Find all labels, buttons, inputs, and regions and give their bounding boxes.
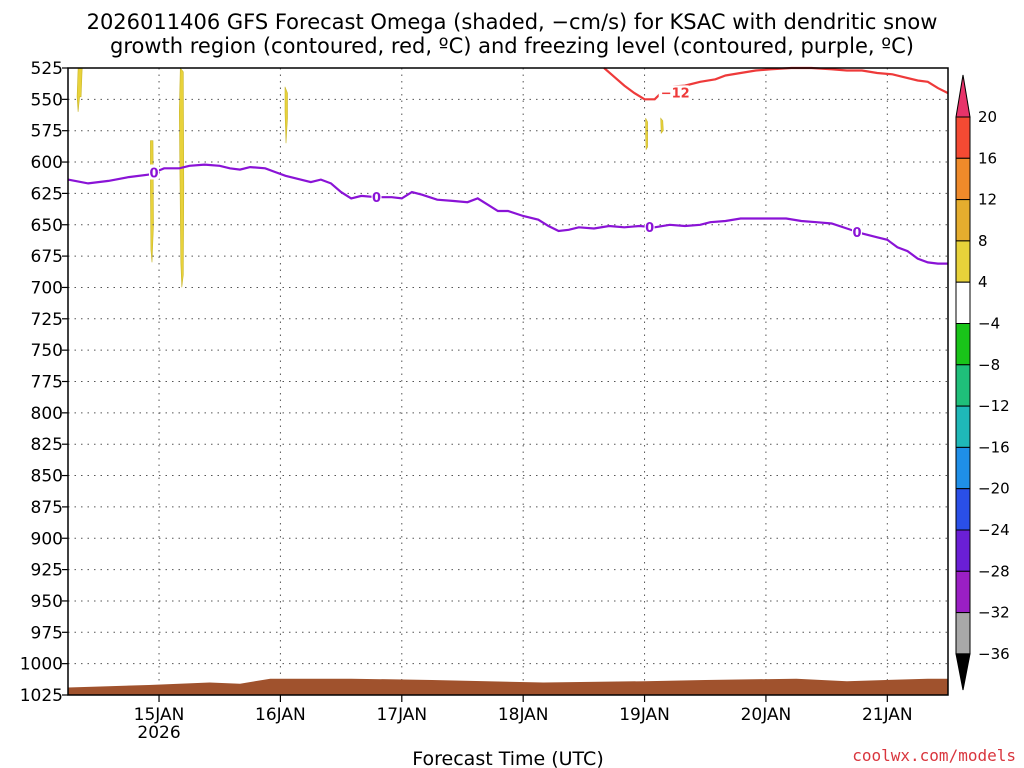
- x-tick-label: 19JAN: [619, 705, 670, 725]
- y-axis: 525 550 575 600 625 650 675 700 725 750 775 800 825 8…: [20, 59, 68, 706]
- chart-title-line-1: 2026011406 GFS Forecast Omega (shaded, −…: [87, 10, 938, 34]
- freezing-level-label: 0: [149, 167, 158, 182]
- y-tick-label: 575: [31, 122, 63, 142]
- colorbar-tick-label: −8: [978, 356, 1000, 374]
- colorbar-box: [955, 446, 971, 490]
- x-tick-sublabel: 2026: [137, 723, 180, 743]
- colorbar-box: [955, 405, 971, 448]
- y-tick-label: 925: [31, 561, 63, 581]
- x-axis-title: Forecast Time (UTC): [412, 748, 603, 768]
- y-tick-label: 975: [31, 623, 63, 643]
- colorbar-tick-label: −36: [978, 645, 1010, 663]
- x-tick-label: 16JAN: [255, 705, 306, 725]
- colorbar-box: [955, 157, 971, 201]
- y-tick-label: 1025: [20, 686, 63, 706]
- colorbar: 20 16 12 8 4 −4 −8 −12 −16 −20 −24 −28 −32 −36: [955, 74, 1010, 691]
- y-tick-label: 900: [31, 529, 63, 549]
- dgz-contour-label: −12: [661, 86, 690, 101]
- omega-shading-layer: [76, 67, 664, 288]
- colorbar-top-arrow: [955, 74, 971, 118]
- x-tick-label: 21JAN: [862, 705, 913, 725]
- colorbar-tick-label: −32: [978, 604, 1010, 622]
- colorbar-box: [955, 612, 971, 655]
- colorbar-tick-label: −20: [978, 480, 1010, 498]
- colorbar-box: [955, 240, 971, 283]
- x-tick-label: 17JAN: [376, 705, 427, 725]
- colorbar-box: [955, 199, 971, 242]
- contour-label-bg: [851, 223, 862, 239]
- colorbar-tick-label: −12: [978, 397, 1010, 415]
- colorbar-bottom-arrow: [955, 653, 971, 691]
- credit-text: coolwx.com/models: [852, 746, 1016, 765]
- colorbar-tick-label: −4: [978, 315, 1000, 333]
- x-tick-label: 18JAN: [498, 705, 549, 725]
- omega-patch: [178, 67, 185, 288]
- freezing-level-label: 0: [372, 191, 381, 206]
- omega-patch: [660, 117, 664, 134]
- plot-area: 0 0 0 0 −12: [67, 66, 949, 696]
- y-tick-label: 700: [31, 278, 63, 298]
- contour-label-bg: [644, 218, 655, 234]
- y-tick-label: 650: [31, 216, 63, 236]
- y-tick-label: 1000: [20, 655, 63, 675]
- colorbar-tick-label: 4: [978, 273, 988, 291]
- colorbar-tick-label: −28: [978, 562, 1010, 580]
- colorbar-box: [955, 529, 971, 572]
- y-tick-label: 725: [31, 310, 63, 330]
- plot-background: [68, 68, 948, 695]
- y-tick-label: 850: [31, 467, 63, 487]
- colorbar-tick-label: 12: [978, 191, 997, 209]
- dendritic-growth-contour: [603, 66, 949, 101]
- y-tick-label: 950: [31, 592, 63, 612]
- y-tick-label: 750: [31, 341, 63, 361]
- colorbar-box: [955, 488, 971, 531]
- y-tick-label: 775: [31, 373, 63, 393]
- y-tick-label: 625: [31, 184, 63, 204]
- y-tick-label: 550: [31, 90, 63, 110]
- colorbar-tick-label: −16: [978, 438, 1010, 456]
- y-tick-label: 875: [31, 498, 63, 518]
- contour-label-bg: [658, 85, 689, 101]
- colorbar-tick-label: −24: [978, 521, 1010, 539]
- terrain-fill: [68, 678, 948, 695]
- omega-patch: [284, 86, 288, 144]
- y-tick-label: 600: [31, 153, 63, 173]
- freezing-level-label: 0: [852, 226, 861, 241]
- y-tick-label: 800: [31, 404, 63, 424]
- y-tick-label: 675: [31, 247, 63, 267]
- colorbar-box: [955, 323, 971, 366]
- y-tick-label: 525: [31, 59, 63, 79]
- y-tick-label: 825: [31, 435, 63, 455]
- x-tick-label: 20JAN: [741, 705, 792, 725]
- contour-labels: 0 0 0 0 −12: [148, 85, 862, 241]
- colorbar-tick-label: 16: [978, 149, 997, 167]
- colorbar-tick-label: 8: [978, 232, 988, 250]
- x-tick-label: 15JAN: [134, 705, 185, 725]
- colorbar-box: [955, 364, 971, 407]
- gridlines: [68, 67, 948, 696]
- colorbar-box: [955, 281, 971, 325]
- colorbar-box: [955, 116, 971, 159]
- freezing-level-contour: [67, 163, 948, 265]
- colorbar-box: [955, 570, 971, 614]
- chart-title-line-2: growth region (contoured, red, ºC) and f…: [110, 34, 914, 58]
- freezing-level-label: 0: [645, 221, 654, 236]
- contour-label-bg: [371, 189, 382, 205]
- colorbar-tick-label: 20: [978, 108, 997, 126]
- omega-patch: [645, 118, 648, 151]
- contour-label-bg: [148, 164, 159, 180]
